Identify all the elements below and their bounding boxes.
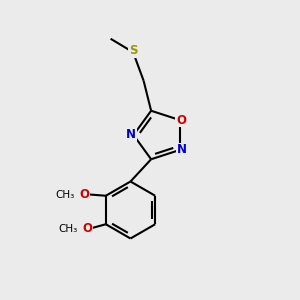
Text: CH₃: CH₃ — [55, 190, 74, 200]
Text: O: O — [80, 188, 89, 201]
Text: CH₃: CH₃ — [58, 224, 77, 234]
Text: N: N — [177, 143, 187, 157]
Text: O: O — [176, 113, 186, 127]
Text: N: N — [126, 128, 136, 142]
Text: S: S — [129, 44, 137, 57]
Text: O: O — [82, 222, 92, 235]
